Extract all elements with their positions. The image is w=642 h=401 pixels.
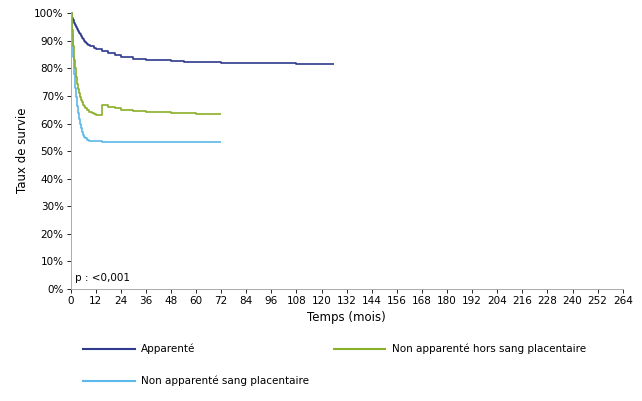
Text: Non apparenté sang placentaire: Non apparenté sang placentaire xyxy=(141,376,309,386)
X-axis label: Temps (mois): Temps (mois) xyxy=(308,311,386,324)
Y-axis label: Taux de survie: Taux de survie xyxy=(15,107,29,193)
Text: p : <0,001: p : <0,001 xyxy=(75,273,130,283)
Text: Non apparenté hors sang placentaire: Non apparenté hors sang placentaire xyxy=(392,344,586,354)
Text: Apparenté: Apparenté xyxy=(141,344,196,354)
